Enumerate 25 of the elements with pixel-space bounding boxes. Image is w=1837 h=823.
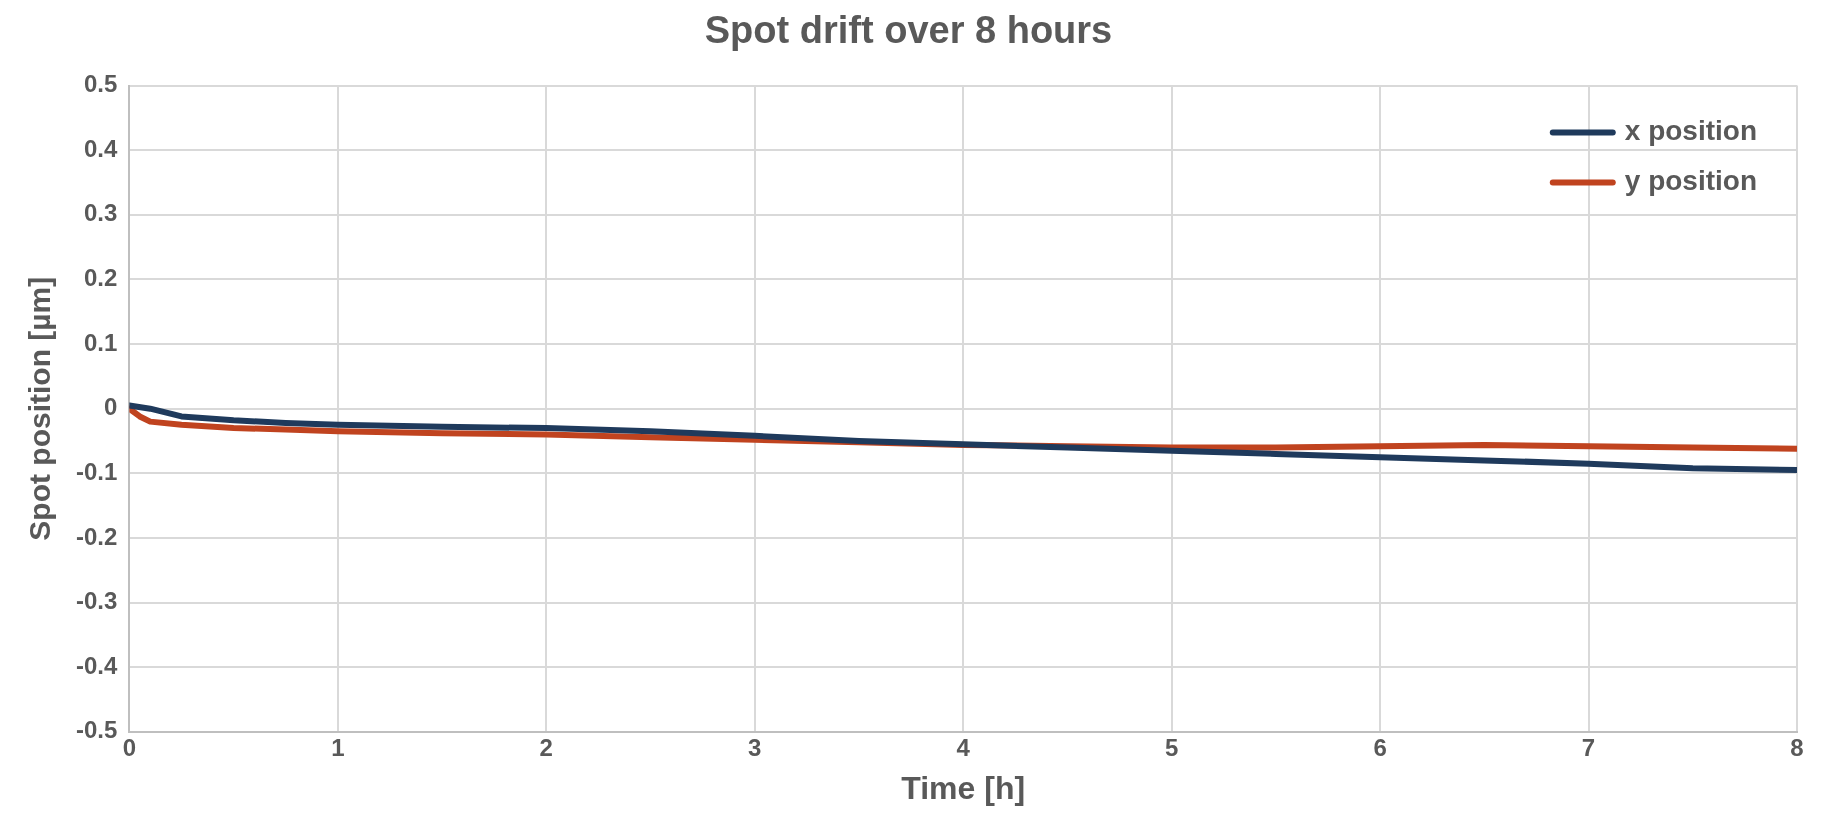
x-tick-label: 7 bbox=[1581, 733, 1596, 761]
chart-title: Spot drift over 8 hours bbox=[704, 9, 1113, 52]
y-tick-label: -0.1 bbox=[76, 457, 118, 485]
x-tick-label: 1 bbox=[331, 733, 345, 761]
x-tick-label: 4 bbox=[956, 733, 971, 761]
y-tick-label: 0.2 bbox=[83, 264, 118, 292]
y-tick-label: -0.2 bbox=[76, 522, 118, 550]
x-tick-label: 8 bbox=[1790, 733, 1804, 761]
x-axis-title: Time [h] bbox=[901, 769, 1026, 806]
y-tick-label: -0.5 bbox=[76, 716, 118, 744]
y-tick-label: -0.3 bbox=[76, 587, 118, 615]
y-tick-label: 0.4 bbox=[83, 134, 118, 162]
x-tick-label: 5 bbox=[1164, 733, 1179, 761]
x-tick-label: 6 bbox=[1373, 733, 1387, 761]
legend-label: y position bbox=[1624, 165, 1758, 197]
y-tick-label: -0.4 bbox=[76, 651, 118, 679]
y-axis-title: Spot position [µm] bbox=[23, 276, 57, 541]
x-tick-label: 0 bbox=[122, 733, 137, 761]
y-tick-label: 0.1 bbox=[83, 328, 118, 356]
x-tick-label: 2 bbox=[539, 733, 553, 761]
y-tick-label: 0.3 bbox=[83, 199, 118, 227]
y-tick-label: 0.5 bbox=[83, 70, 118, 98]
legend-label: x position bbox=[1624, 115, 1758, 147]
x-tick-label: 3 bbox=[748, 733, 762, 761]
y-tick-label: 0 bbox=[104, 393, 118, 421]
